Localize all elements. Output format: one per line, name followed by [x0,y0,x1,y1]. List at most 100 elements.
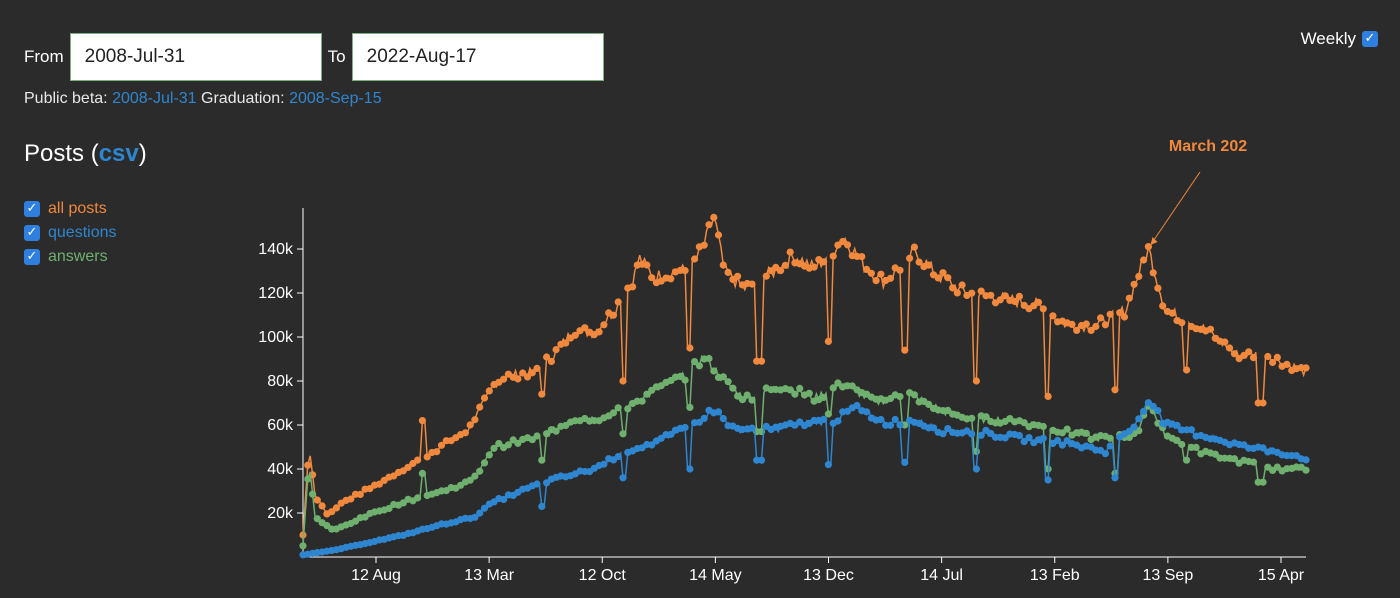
posts-heading-text: Posts [24,140,85,167]
data-point [1106,434,1114,442]
data-point [476,467,484,475]
data-point [619,377,627,385]
data-point [1015,432,1024,440]
data-point [714,408,723,416]
data-point [829,384,837,392]
data-point [939,269,947,277]
data-point [1073,326,1081,334]
questions-checkbox[interactable]: ✓ [24,225,40,241]
data-point [1144,243,1152,251]
data-point [1092,322,1100,331]
data-point [1111,386,1119,394]
data-point [1226,344,1234,352]
x-tick-label: 12 Oct [579,567,627,584]
data-point [643,390,651,398]
posts-heading: Posts (csv) [24,140,147,168]
data-point [972,465,981,473]
data-point [944,406,952,414]
data-point [1221,338,1229,346]
answers-checkbox[interactable]: ✓ [24,249,40,265]
data-point [700,414,708,422]
data-point [977,431,985,439]
data-point [934,274,942,282]
graduation-date-link[interactable]: 2008-Sep-15 [289,90,382,107]
data-point [691,255,699,263]
data-point [896,421,904,429]
data-point [886,274,895,282]
weekly-toggle[interactable]: Weekly ✓ [1301,29,1378,49]
data-point [313,515,321,523]
data-point [514,375,522,383]
to-date-input[interactable] [351,33,604,81]
data-point [1025,434,1033,442]
data-point [1249,458,1258,466]
data-point [1154,407,1162,415]
data-point [1159,302,1167,310]
x-tick-label: 15 Apr [1258,567,1305,584]
data-point [786,386,794,394]
from-label: From [24,47,64,66]
data-point [485,451,493,459]
data-point [748,424,756,432]
data-point [695,418,704,426]
data-point [791,390,799,398]
data-point [528,369,536,377]
data-point [1283,360,1291,368]
csv-link[interactable]: csv [98,140,139,167]
data-point [781,261,790,269]
data-point [1173,436,1181,444]
data-point [867,269,876,277]
data-point [810,263,818,271]
beta-date-link[interactable]: 2008-Jul-31 [112,90,197,107]
from-date-input[interactable] [69,33,322,81]
data-point [901,458,909,466]
weekly-checkbox[interactable]: ✓ [1362,31,1378,47]
data-point [925,400,933,408]
data-point [710,367,718,375]
beta-label: Public beta: [24,90,108,107]
data-point [1020,419,1028,427]
data-point [1101,450,1109,458]
data-point [996,296,1004,304]
data-point [834,417,842,425]
data-point [1101,321,1109,329]
data-point [681,423,689,432]
legend-label-all-posts: all posts [48,200,107,217]
data-point [356,490,364,498]
legend-item-questions[interactable]: ✓ questions [24,221,117,245]
data-point [318,502,326,510]
data-point [762,272,770,280]
data-point [734,272,742,280]
data-point [332,504,340,512]
legend-item-answers[interactable]: ✓ answers [24,245,117,269]
y-tick-label: 80k [267,373,294,390]
data-point [1149,402,1157,410]
data-point [1130,280,1138,288]
x-tick-label: 13 Mar [464,567,514,584]
data-point [471,513,479,521]
legend-label-answers: answers [48,248,108,265]
data-point [1206,325,1215,333]
data-point [805,389,813,397]
data-point [944,425,952,433]
y-tick-label: 40k [267,461,294,478]
data-point [1044,392,1052,400]
legend-item-all-posts[interactable]: ✓ all posts [24,197,117,221]
data-point [552,427,560,435]
data-point [1259,444,1267,452]
data-point [624,405,632,413]
data-point [552,346,560,354]
data-point [820,415,828,423]
data-point [972,377,981,385]
data-point [1039,422,1047,431]
milestones: Public beta: 2008-Jul-31 Graduation: 200… [24,90,382,108]
data-point [877,415,885,424]
all-posts-checkbox[interactable]: ✓ [24,201,40,217]
data-point [700,241,708,249]
data-point [304,461,312,469]
data-point [901,346,909,354]
data-point [824,410,833,418]
data-point [404,463,412,471]
data-point [1259,478,1267,486]
